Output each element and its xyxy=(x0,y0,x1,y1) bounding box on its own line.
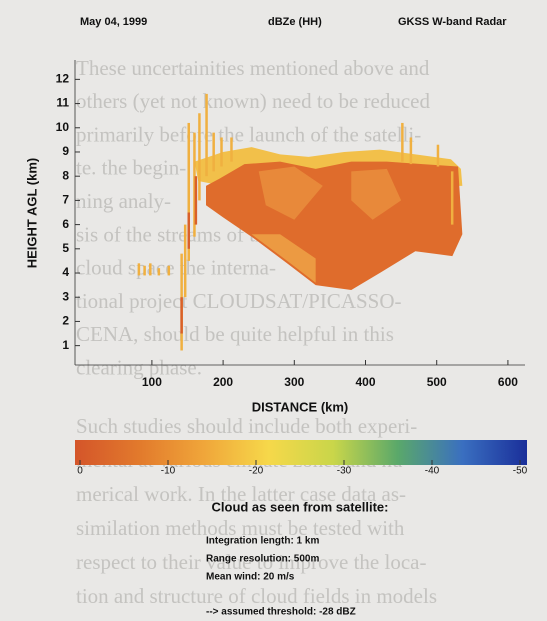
background-line: respect to their value to improve the lo… xyxy=(76,550,426,574)
x-tick-label: 600 xyxy=(498,375,518,389)
echo-streak xyxy=(137,263,141,276)
background-line: clearing phase. xyxy=(76,356,202,380)
colorbar-ticks: 0 -10 -20 -30 -40 -50 xyxy=(77,460,528,477)
caption-line: Mean wind: 20 m/s xyxy=(206,572,295,583)
y-tick-label: 7 xyxy=(62,193,69,207)
echo-streak xyxy=(193,132,196,237)
echo-streak xyxy=(187,122,190,261)
background-line: These uncertainities mentioned above and xyxy=(76,56,430,80)
y-tick-label: 8 xyxy=(62,168,69,182)
y-tick-label: 6 xyxy=(62,217,69,231)
x-tick-label: 500 xyxy=(427,375,447,389)
echo-region xyxy=(251,234,316,283)
colorbar-tick-label: -20 xyxy=(249,466,264,477)
background-line: CENA, should be quite helpful in this xyxy=(76,322,394,346)
y-tick-label: 12 xyxy=(56,72,70,86)
echo-streak xyxy=(220,137,223,167)
y-tick-label: 11 xyxy=(56,96,69,110)
x-axis-label: DISTANCE (km) xyxy=(252,399,349,414)
background-line: similation methods must be tested with xyxy=(76,516,405,540)
echo-region xyxy=(351,168,402,220)
echo-streak xyxy=(436,144,440,167)
background-line: tional project CLOUDSAT/PICASSO- xyxy=(76,289,402,313)
colorbar-tick-label: 0 xyxy=(77,466,83,477)
colorbar xyxy=(75,440,527,465)
echo-streak xyxy=(212,132,215,172)
y-axis-label: HEIGHT AGL (km) xyxy=(24,158,39,269)
background-line: tion and structure of cloud fields in mo… xyxy=(76,584,437,608)
x-tick-label: 300 xyxy=(284,375,304,389)
x-tick-label: 100 xyxy=(142,375,162,389)
background-line: cloud space the interna- xyxy=(76,256,276,280)
y-tick-label: 3 xyxy=(62,289,69,303)
x-tick-label: 400 xyxy=(355,375,375,389)
background-line: others (yet not known) need to be reduce… xyxy=(76,89,430,113)
y-tick-label: 5 xyxy=(62,241,69,255)
instrument: GKSS W-band Radar xyxy=(398,16,507,28)
threshold: --> assumed threshold: -28 dBZ xyxy=(206,607,356,618)
echo-streak xyxy=(450,171,454,225)
echo-streak xyxy=(143,265,146,276)
echo-streak xyxy=(194,176,198,225)
date: May 04, 1999 xyxy=(80,16,147,28)
echo-streak xyxy=(230,137,233,162)
colorbar-tick-label: -10 xyxy=(161,466,176,477)
background-text: These uncertainities mentioned above and… xyxy=(76,56,437,608)
background-line: te. the begin- xyxy=(76,156,186,180)
echo-streak xyxy=(183,224,187,298)
quantity: dBZe (HH) xyxy=(268,16,322,28)
y-tick-label: 1 xyxy=(62,338,69,352)
echo-streak xyxy=(149,263,152,276)
caption-line: Range resolution: 500m xyxy=(206,554,319,565)
background-line: primarily before the launch of the satel… xyxy=(76,122,421,146)
y-tick-label: 2 xyxy=(62,314,69,328)
colorbar-tick-label: -50 xyxy=(513,466,528,477)
y-tick-label: 4 xyxy=(62,265,69,279)
y-tick-label: 10 xyxy=(56,120,70,134)
x-tick-label: 200 xyxy=(213,375,233,389)
y-tick-label: 9 xyxy=(62,144,69,158)
echo-streak xyxy=(157,268,161,276)
background-line: merical work. In the latter case data as… xyxy=(76,482,406,506)
echo-streak xyxy=(187,212,190,249)
colorbar-tick-label: -40 xyxy=(425,466,440,477)
echo-region xyxy=(258,166,323,220)
echo-streak xyxy=(180,297,183,334)
radar-echo xyxy=(137,93,463,351)
echo-streak xyxy=(401,122,404,162)
echo-streak xyxy=(167,265,171,276)
echo-streak xyxy=(205,93,208,177)
echo-streak xyxy=(198,113,201,201)
background-line: ning analy- xyxy=(76,189,171,213)
caption-title: Cloud as seen from satellite: xyxy=(212,499,389,514)
echo-streak xyxy=(409,137,413,165)
colorbar-tick-label: -30 xyxy=(337,466,352,477)
caption-line: Integration length: 1 km xyxy=(206,536,319,547)
background-line: Such studies should include both experi- xyxy=(76,414,417,438)
